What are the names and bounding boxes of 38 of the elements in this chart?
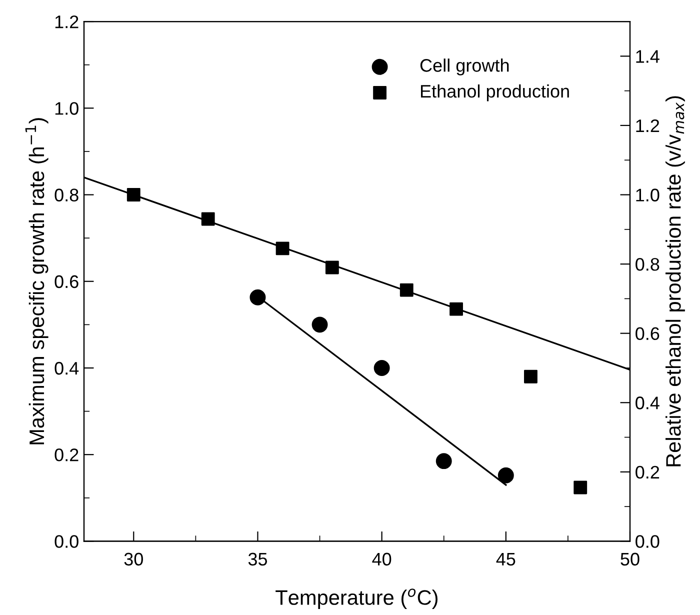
point: [250, 289, 266, 306]
point: [276, 242, 290, 256]
y-tick-label: 1.0: [55, 102, 78, 115]
point: [574, 480, 588, 494]
point: [201, 212, 215, 226]
point: [450, 302, 463, 316]
y-tick-label: 0.8: [54, 188, 78, 202]
y2-axis-title: Relative ethanol production rate (v/v$_{max}$): [666, 96, 685, 466]
x-tick-label: 50: [620, 552, 640, 566]
y-tick-label: 0.2: [54, 448, 78, 462]
x-tick-label: 30: [124, 552, 143, 566]
y2-tick-label: 0.6: [636, 327, 660, 340]
point: [312, 316, 328, 333]
y2-tick-label: 1.2: [636, 119, 660, 132]
y-axis-title: Maximum specific growth rate (h$^{−1}$): [25, 118, 48, 444]
point: [436, 453, 452, 470]
x-tick-label: 40: [372, 552, 392, 566]
y-tick-label: 0.0: [54, 535, 78, 548]
point: [524, 370, 538, 384]
y-tick-label: 0.6: [54, 275, 78, 288]
y-tick-label: 0.4: [54, 362, 79, 375]
y2-tick-label: 0.2: [636, 466, 660, 479]
x-tick-label: 45: [496, 552, 516, 566]
x-tick-label: 35: [248, 552, 268, 566]
y2-tick-label: 1.4: [636, 50, 660, 63]
point: [126, 188, 140, 202]
point: [374, 360, 390, 376]
point: [400, 283, 414, 297]
x-axis-title: Temperature ($^{o}$C): [276, 588, 438, 610]
point: [325, 260, 339, 274]
y-tick-label: 1.2: [55, 15, 78, 28]
y2-tick-label: 0.8: [636, 258, 660, 271]
legend-label: Ethanol production: [420, 84, 569, 102]
y2-tick-label: 0.0: [636, 535, 660, 548]
legend-label: Cell growth: [420, 58, 509, 76]
point: [498, 467, 514, 484]
y2-tick-label: 1.0: [636, 188, 660, 202]
y2-tick-label: 0.4: [636, 396, 660, 410]
